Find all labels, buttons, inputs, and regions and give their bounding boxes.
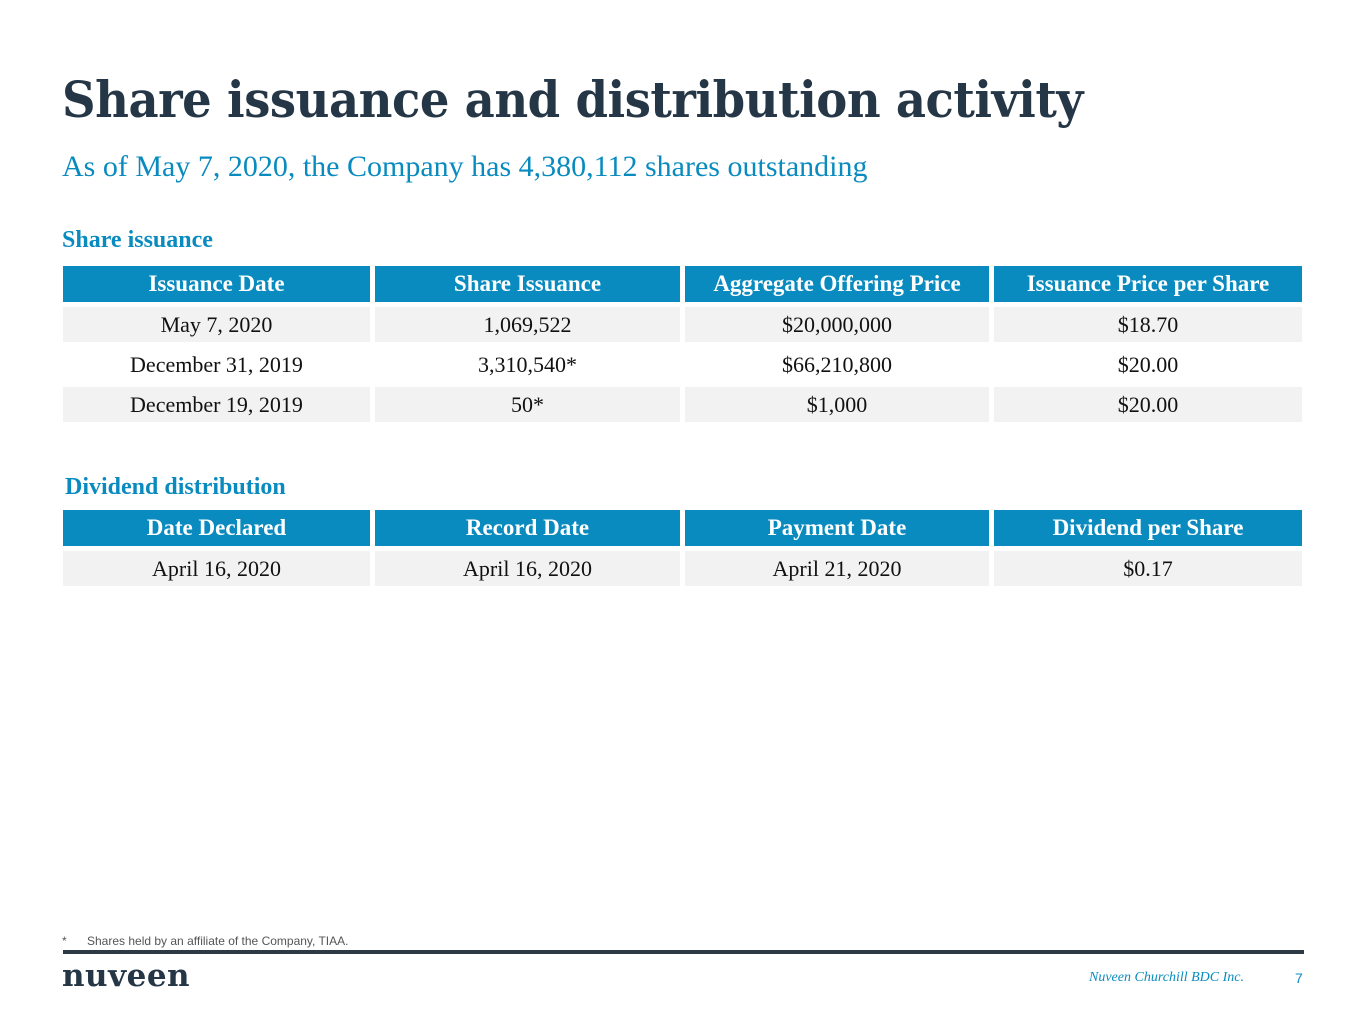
footnote: * Shares held by an affiliate of the Comp… (62, 934, 349, 948)
table-cell: December 31, 2019 (130, 351, 303, 377)
nuveen-logo: nuveen (62, 958, 191, 994)
table-cell: $20,000,000 (685, 307, 989, 342)
table-cell: $1,000 (685, 387, 989, 422)
footer-divider (63, 950, 1304, 954)
table-cell: $20.00 (994, 387, 1302, 422)
table-cell: December 19, 2019 (63, 387, 370, 422)
table-cell: $0.17 (994, 551, 1302, 586)
share-issuance-heading: Share issuance (62, 227, 213, 253)
column-header: Issuance Date (63, 266, 370, 302)
page-subtitle: As of May 7, 2020, the Company has 4,380… (62, 150, 868, 183)
footnote-text: Shares held by an affiliate of the Compa… (87, 934, 349, 948)
column-header: Issuance Price per Share (994, 266, 1302, 302)
share-issuance-table: Issuance Date Share Issuance Aggregate O… (63, 266, 1304, 422)
column-header: Dividend per Share (994, 510, 1302, 546)
table-cell: $20.00 (1117, 351, 1179, 377)
dividend-distribution-heading: Dividend distribution (65, 474, 286, 500)
table-cell: May 7, 2020 (63, 307, 370, 342)
column-header: Record Date (375, 510, 680, 546)
page-title: Share issuance and distribution activity (62, 70, 1083, 129)
table-cell: 1,069,522 (375, 307, 680, 342)
table-cell: April 16, 2020 (375, 551, 680, 586)
table-cell: April 21, 2020 (685, 551, 989, 586)
table-cell: $66,210,800 (782, 351, 892, 377)
column-header: Date Declared (63, 510, 370, 546)
dividend-table: Date Declared Record Date Payment Date D… (63, 510, 1304, 586)
column-header: Payment Date (685, 510, 989, 546)
column-header: Share Issuance (375, 266, 680, 302)
company-name: Nuveen Churchill BDC Inc. (1089, 970, 1245, 985)
page-number: 7 (1295, 970, 1303, 986)
column-header: Aggregate Offering Price (685, 266, 989, 302)
table-cell: April 16, 2020 (63, 551, 370, 586)
table-cell: $18.70 (994, 307, 1302, 342)
footnote-mark: * (62, 934, 67, 948)
table-cell: 3,310,540* (478, 351, 577, 377)
table-cell: 50* (375, 387, 680, 422)
